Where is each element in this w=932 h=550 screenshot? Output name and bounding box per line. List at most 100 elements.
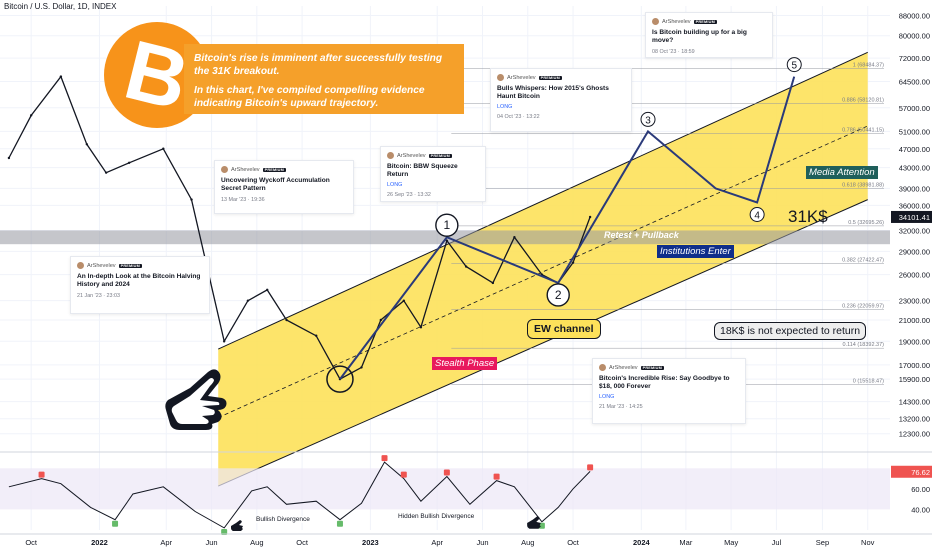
price-tick-label: 43000.00 [899,164,930,173]
bearish-rsi-marker [493,473,500,480]
retest-pullback-label: Retest + Pullback [604,230,679,240]
time-tick-label: Apr [431,538,443,547]
price-point [190,198,193,201]
price-point [246,299,250,302]
price-point [360,366,363,369]
rsi-current-label: 76.62 [911,468,930,477]
price-point [266,288,269,292]
avatar [599,364,606,371]
time-tick-label: Nov [861,538,875,547]
price-tick-label: 29000.00 [899,247,930,256]
time-tick-label: Jun [476,538,488,547]
card-title: An In-depth Look at the Bitcoin Halving … [77,273,201,289]
fib-label: 0.886 (58120.81) [842,98,884,104]
card-author: ArShevelev [662,18,691,25]
wave-point-label: 1 [444,218,451,232]
card-author: ArShevelev [507,74,536,81]
avatar [497,74,504,81]
price-tick-label: 72000.00 [899,54,930,63]
wave-start-marker [326,365,354,393]
time-tick-label: Aug [521,538,534,547]
wave-point-label: 4 [754,211,760,222]
no-return-18k-label: 18K$ is not expected to return [714,322,867,340]
bearish-rsi-marker [400,471,407,478]
fib-label: 0.114 (18392.37) [843,342,885,348]
price-point [104,171,108,174]
fib-label: 0.786 (50441.15) [842,128,884,134]
long-tag: LONG [387,182,403,189]
small-hand-icon [231,520,243,531]
institutions-enter-label: Institutions Enter [657,245,734,258]
idea-card-bbw[interactable]: ArShevelev PREMIUM Bitcoin: BBW Squeeze R… [380,146,486,202]
avatar [221,166,228,173]
price-tick-label: 17000.00 [899,361,930,370]
price-point [162,147,165,150]
fib-label: 0.5 (32695.26) [848,220,884,226]
price-point [222,340,226,343]
bullish-rsi-marker [112,520,119,527]
idea-card-halving[interactable]: ArShevelev PREMIUM An In-depth Look at th… [70,256,210,314]
price-point [29,114,33,117]
price-point [285,318,288,322]
price-point [127,161,131,164]
current-price-badge [891,210,932,223]
breakout-zone [0,230,890,245]
wave-point-label: 3 [645,115,651,126]
price-point [85,143,89,146]
idea-card-bulls-whispers[interactable]: ArShevelev PREMIUM Bulls Whispers: How 20… [490,68,632,132]
target-31k-label: 31K$ [788,207,828,226]
price-tick-label: 88000.00 [899,11,930,20]
price-tick-label: 32000.00 [899,226,930,235]
bullish-rsi-marker [538,522,545,529]
time-tick-label: May [724,538,738,547]
price-point [588,215,592,219]
premium-badge: PREMIUM [693,19,717,24]
long-tag: LONG [599,394,615,401]
price-point [445,239,449,242]
price-line [8,75,591,380]
price-tick-label: 39000.00 [899,184,930,193]
wave-point-marker [546,283,570,307]
idea-card-incredible-rise[interactable]: ArShevelev PREMIUM Bitcoin's Incredible R… [592,358,746,424]
card-date: 21 Jan '23 · 23:03 [77,293,120,300]
price-tick-label: 64500.00 [899,77,930,86]
time-tick-label: Aug [250,538,263,547]
card-author: ArShevelev [397,152,426,159]
idea-card-big-move[interactable]: ArShevelev PREMIUM Is Bitcoin building up… [645,12,773,58]
price-tick-label: 26000.00 [899,271,930,280]
channel-lower-line [218,199,868,487]
price-point [402,299,406,302]
idea-card-wyckoff[interactable]: ArShevelev PREMIUM Uncovering Wyckoff Acc… [214,160,354,214]
price-tick-label: 47000.00 [899,145,930,154]
price-tick-label: 23000.00 [899,297,930,306]
fib-label: 0.236 (22059.97) [842,304,884,310]
ew-channel-band [218,52,868,487]
price-tick-label: 19000.00 [899,337,930,346]
rsi-tick-label: 60.00 [911,485,930,494]
premium-badge: PREMIUM [538,75,562,80]
price-point [379,318,382,322]
card-date: 04 Oct '23 · 13:22 [497,114,540,121]
bearish-rsi-marker [38,471,45,478]
card-date: 21 Mar '23 · 14:25 [599,404,643,411]
premium-badge: PREMIUM [640,365,664,370]
bullish-divergence-label: Bullish Divergence [254,516,312,523]
channel-upper-line [218,51,868,350]
media-attention-label: Media Attention [806,166,878,179]
card-author: ArShevelev [231,166,260,173]
time-tick-label: Jun [206,538,218,547]
price-point [513,236,516,239]
current-price-label: 34101.41 [899,213,930,222]
wave-point-label: 2 [555,288,562,302]
avatar [652,18,659,25]
price-point [59,75,63,78]
time-tick-label: Oct [25,538,38,547]
bearish-rsi-marker [381,455,388,462]
price-tick-label: 12300.00 [899,430,930,439]
price-tick-label: 80000.00 [899,32,930,41]
card-title: Bitcoin's Incredible Rise: Say Goodbye t… [599,375,730,391]
price-tick-label: 51000.00 [899,127,930,136]
bullish-rsi-marker [221,528,228,535]
